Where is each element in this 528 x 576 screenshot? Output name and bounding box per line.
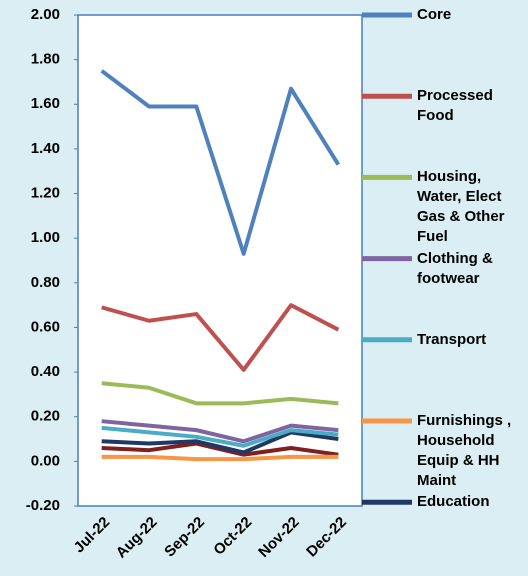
series-line bbox=[101, 303, 340, 372]
x-tick-label: Dec-22 bbox=[303, 514, 350, 561]
y-tick-label: 1.20 bbox=[31, 185, 60, 202]
legend-label: Transport bbox=[417, 330, 487, 348]
legend-label: Processed Food bbox=[417, 87, 493, 125]
legend-label: Education bbox=[417, 493, 490, 511]
x-tick-label: Oct-22 bbox=[210, 514, 255, 559]
series-line bbox=[101, 441, 339, 457]
legend-label: Clothing & footwear bbox=[417, 249, 493, 287]
y-tick-label: 0.00 bbox=[31, 452, 60, 469]
y-tick-label: 1.00 bbox=[31, 229, 60, 246]
y-tick-label: 0.40 bbox=[31, 363, 60, 380]
y-tick-label: 1.40 bbox=[31, 140, 60, 157]
y-tick-label: 0.60 bbox=[31, 318, 60, 335]
y-tick-label: -0.20 bbox=[26, 497, 60, 514]
legend-label: Core bbox=[417, 6, 452, 23]
x-tick-label: Sep-22 bbox=[161, 514, 208, 561]
y-tick-label: 1.60 bbox=[31, 95, 60, 112]
y-tick-label: 2.00 bbox=[31, 6, 60, 23]
series-line bbox=[100, 69, 341, 256]
y-tick-label: 1.80 bbox=[31, 51, 60, 68]
series-line bbox=[101, 419, 339, 444]
x-tick-label: Nov-22 bbox=[255, 514, 302, 561]
series-line bbox=[101, 381, 339, 406]
y-tick-label: 0.80 bbox=[31, 274, 60, 291]
series-line bbox=[101, 454, 339, 462]
x-tick-label: Jul-22 bbox=[71, 514, 114, 557]
x-tick-label: Aug-22 bbox=[113, 514, 161, 562]
y-tick-label: 0.20 bbox=[31, 408, 60, 425]
series-line bbox=[101, 430, 339, 455]
legend-label: Housing, Water, Elect Gas & Other Fuel bbox=[417, 168, 505, 246]
legend-label: Furnishings , Household Equip & HH Maint bbox=[417, 412, 512, 489]
series-line bbox=[101, 425, 339, 448]
